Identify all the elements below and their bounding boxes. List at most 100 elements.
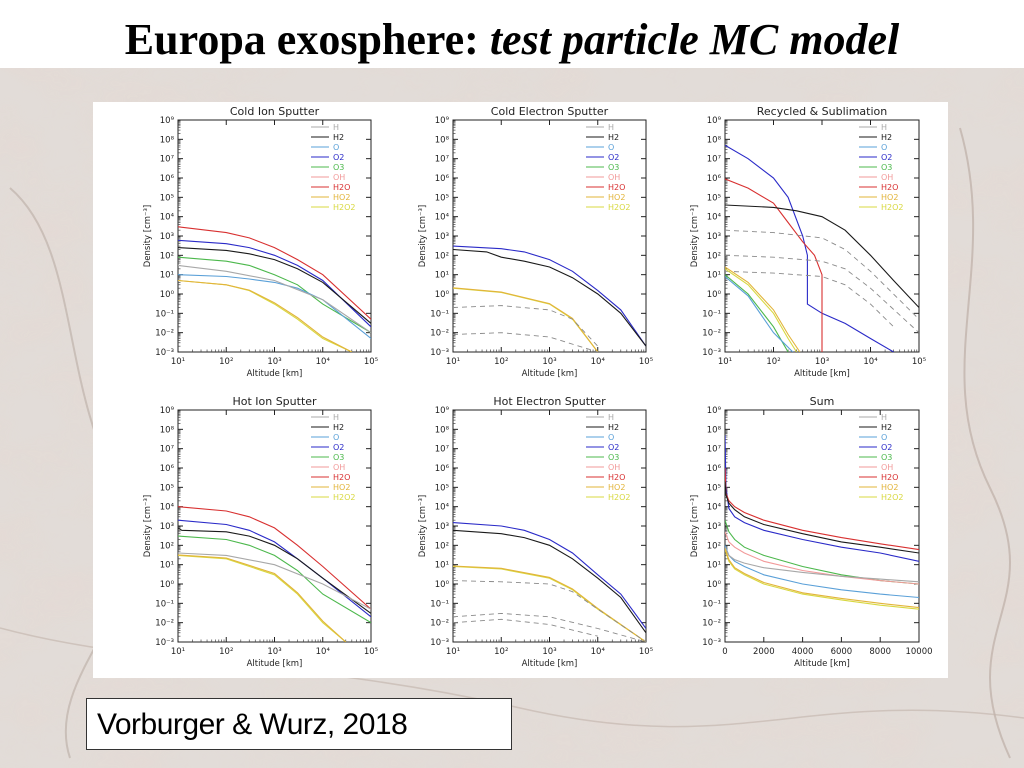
y-tick-label: 10⁴ xyxy=(435,213,450,223)
legend-label: H2O xyxy=(608,473,625,482)
y-tick-label: 10⁰ xyxy=(160,580,175,590)
x-axis-label: Altitude [km] xyxy=(522,659,578,669)
x-tick-label: 8000 xyxy=(869,647,891,657)
legend-label: H2O2 xyxy=(608,203,631,212)
y-tick-label: 10⁹ xyxy=(435,116,450,126)
legend-label: O xyxy=(608,143,614,152)
series-line-h2o xyxy=(178,506,371,610)
legend-label: O2 xyxy=(881,443,892,452)
x-tick-label: 10¹ xyxy=(446,647,460,657)
series-line-dashed xyxy=(453,612,646,642)
x-tick-label: 10⁴ xyxy=(316,647,331,657)
y-tick-label: 10⁻³ xyxy=(430,638,449,648)
chart-title: Recycled & Sublimation xyxy=(757,105,888,118)
legend-label: H2 xyxy=(881,133,892,142)
y-tick-label: 10⁸ xyxy=(435,425,450,435)
series-line-ho2 xyxy=(453,565,646,642)
chart-panel-1: Cold Ion Sputter 10⁻³ 10⁻² 10⁻¹ 10⁰ 10¹ 10² 10³… xyxy=(143,105,378,379)
y-tick-label: 10³ xyxy=(435,232,449,242)
series-group xyxy=(178,226,371,352)
legend-label: H xyxy=(333,413,339,422)
slide-title-italic: test particle MC model xyxy=(489,15,900,64)
y-tick-label: 10¹ xyxy=(707,271,721,281)
y-axis-label: Density [cm⁻³] xyxy=(418,495,428,558)
x-tick-label: 10⁵ xyxy=(364,647,378,657)
y-tick-label: 10⁷ xyxy=(160,155,175,165)
series-line-ho2 xyxy=(725,548,919,609)
y-tick-label: 10⁸ xyxy=(435,135,450,145)
legend-label: HO2 xyxy=(881,483,898,492)
legend-label: H2 xyxy=(608,423,619,432)
legend-label: O2 xyxy=(881,153,892,162)
legend-label: OH xyxy=(881,173,893,182)
x-tick-label: 10⁴ xyxy=(316,357,331,367)
legend-label: O2 xyxy=(608,153,619,162)
x-tick-label: 10¹ xyxy=(718,357,732,367)
y-axis-label: Density [cm⁻³] xyxy=(690,495,700,558)
legend-label: O3 xyxy=(333,453,344,462)
y-axis-label: Density [cm⁻³] xyxy=(418,205,428,268)
chart-panel-2: Cold Electron Sputter 10⁻³ 10⁻² 10⁻¹ 10⁰ 10¹ 1… xyxy=(418,105,653,379)
y-tick-label: 10⁰ xyxy=(435,580,450,590)
legend-label: OH xyxy=(333,463,345,472)
series-line-o2 xyxy=(178,239,371,328)
legend-label: OH xyxy=(333,173,345,182)
y-tick-label: 10² xyxy=(435,251,449,261)
y-tick-label: 10⁻¹ xyxy=(155,309,174,319)
legend-label: H2 xyxy=(881,423,892,432)
series-line-o2 xyxy=(178,519,371,618)
x-tick-label: 10⁴ xyxy=(863,357,878,367)
series-group xyxy=(453,245,646,352)
legend-label: H2O2 xyxy=(881,493,904,502)
slide-title-main: Europa exosphere: xyxy=(124,15,479,64)
series-line-dashed xyxy=(725,254,919,334)
y-tick-label: 10² xyxy=(707,541,721,551)
legend-label: O3 xyxy=(333,163,344,172)
series-line-o2 xyxy=(453,522,646,629)
y-tick-label: 10⁴ xyxy=(160,503,175,513)
legend-label: O xyxy=(881,433,887,442)
x-tick-label: 10¹ xyxy=(171,647,185,657)
y-tick-label: 10⁹ xyxy=(707,116,722,126)
y-axis-label: Density [cm⁻³] xyxy=(143,205,153,268)
series-group xyxy=(725,435,919,610)
legend-label: O2 xyxy=(333,153,344,162)
legend-label: O2 xyxy=(333,443,344,452)
series-line-dashed xyxy=(725,229,919,320)
series-group xyxy=(453,522,646,642)
legend-label: OH xyxy=(608,173,620,182)
legend-label: HO2 xyxy=(608,483,625,492)
chart-panel-4: Hot Ion Sputter 10⁻³ 10⁻² 10⁻¹ 10⁰ 10¹ 10² 10³ 1… xyxy=(143,395,378,669)
x-axis-label: Altitude [km] xyxy=(522,369,578,379)
legend-label: H2 xyxy=(333,423,344,432)
x-tick-label: 10² xyxy=(494,357,508,367)
series-line-ho2 xyxy=(178,554,347,642)
y-tick-label: 10⁸ xyxy=(160,425,175,435)
citation-box: Vorburger & Wurz, 2018 xyxy=(86,698,512,750)
series-line-h2 xyxy=(725,204,919,308)
series-line-ho2 xyxy=(178,279,353,352)
y-tick-label: 10⁹ xyxy=(707,406,722,416)
series-line-h xyxy=(178,552,371,610)
y-tick-label: 10⁻² xyxy=(155,329,174,339)
series-line-h2o xyxy=(178,226,371,320)
y-tick-label: 10⁻³ xyxy=(155,638,174,648)
series-line-dashed xyxy=(453,618,598,637)
x-tick-label: 10000 xyxy=(905,647,932,657)
x-tick-label: 10⁵ xyxy=(639,357,653,367)
series-line-o2 xyxy=(453,245,646,347)
y-tick-label: 10⁹ xyxy=(160,406,175,416)
series-line-o3 xyxy=(725,274,789,352)
y-tick-label: 10⁵ xyxy=(160,483,174,493)
y-tick-label: 10⁷ xyxy=(160,445,175,455)
y-tick-label: 10⁸ xyxy=(160,135,175,145)
chart-panel-6: Sum 10⁻³ 10⁻² 10⁻¹ 10⁰ 10¹ 10² 10³ 10⁴ 10⁵ 10⁶ 10⁷ 1… xyxy=(690,395,933,669)
legend-label: O xyxy=(333,143,339,152)
y-tick-label: 10⁻¹ xyxy=(430,599,449,609)
y-tick-label: 10² xyxy=(435,541,449,551)
legend-label: H2 xyxy=(608,133,619,142)
legend-label: HO2 xyxy=(608,193,625,202)
x-tick-label: 10² xyxy=(219,357,233,367)
y-tick-label: 10³ xyxy=(707,522,721,532)
series-line-h2 xyxy=(453,529,646,634)
